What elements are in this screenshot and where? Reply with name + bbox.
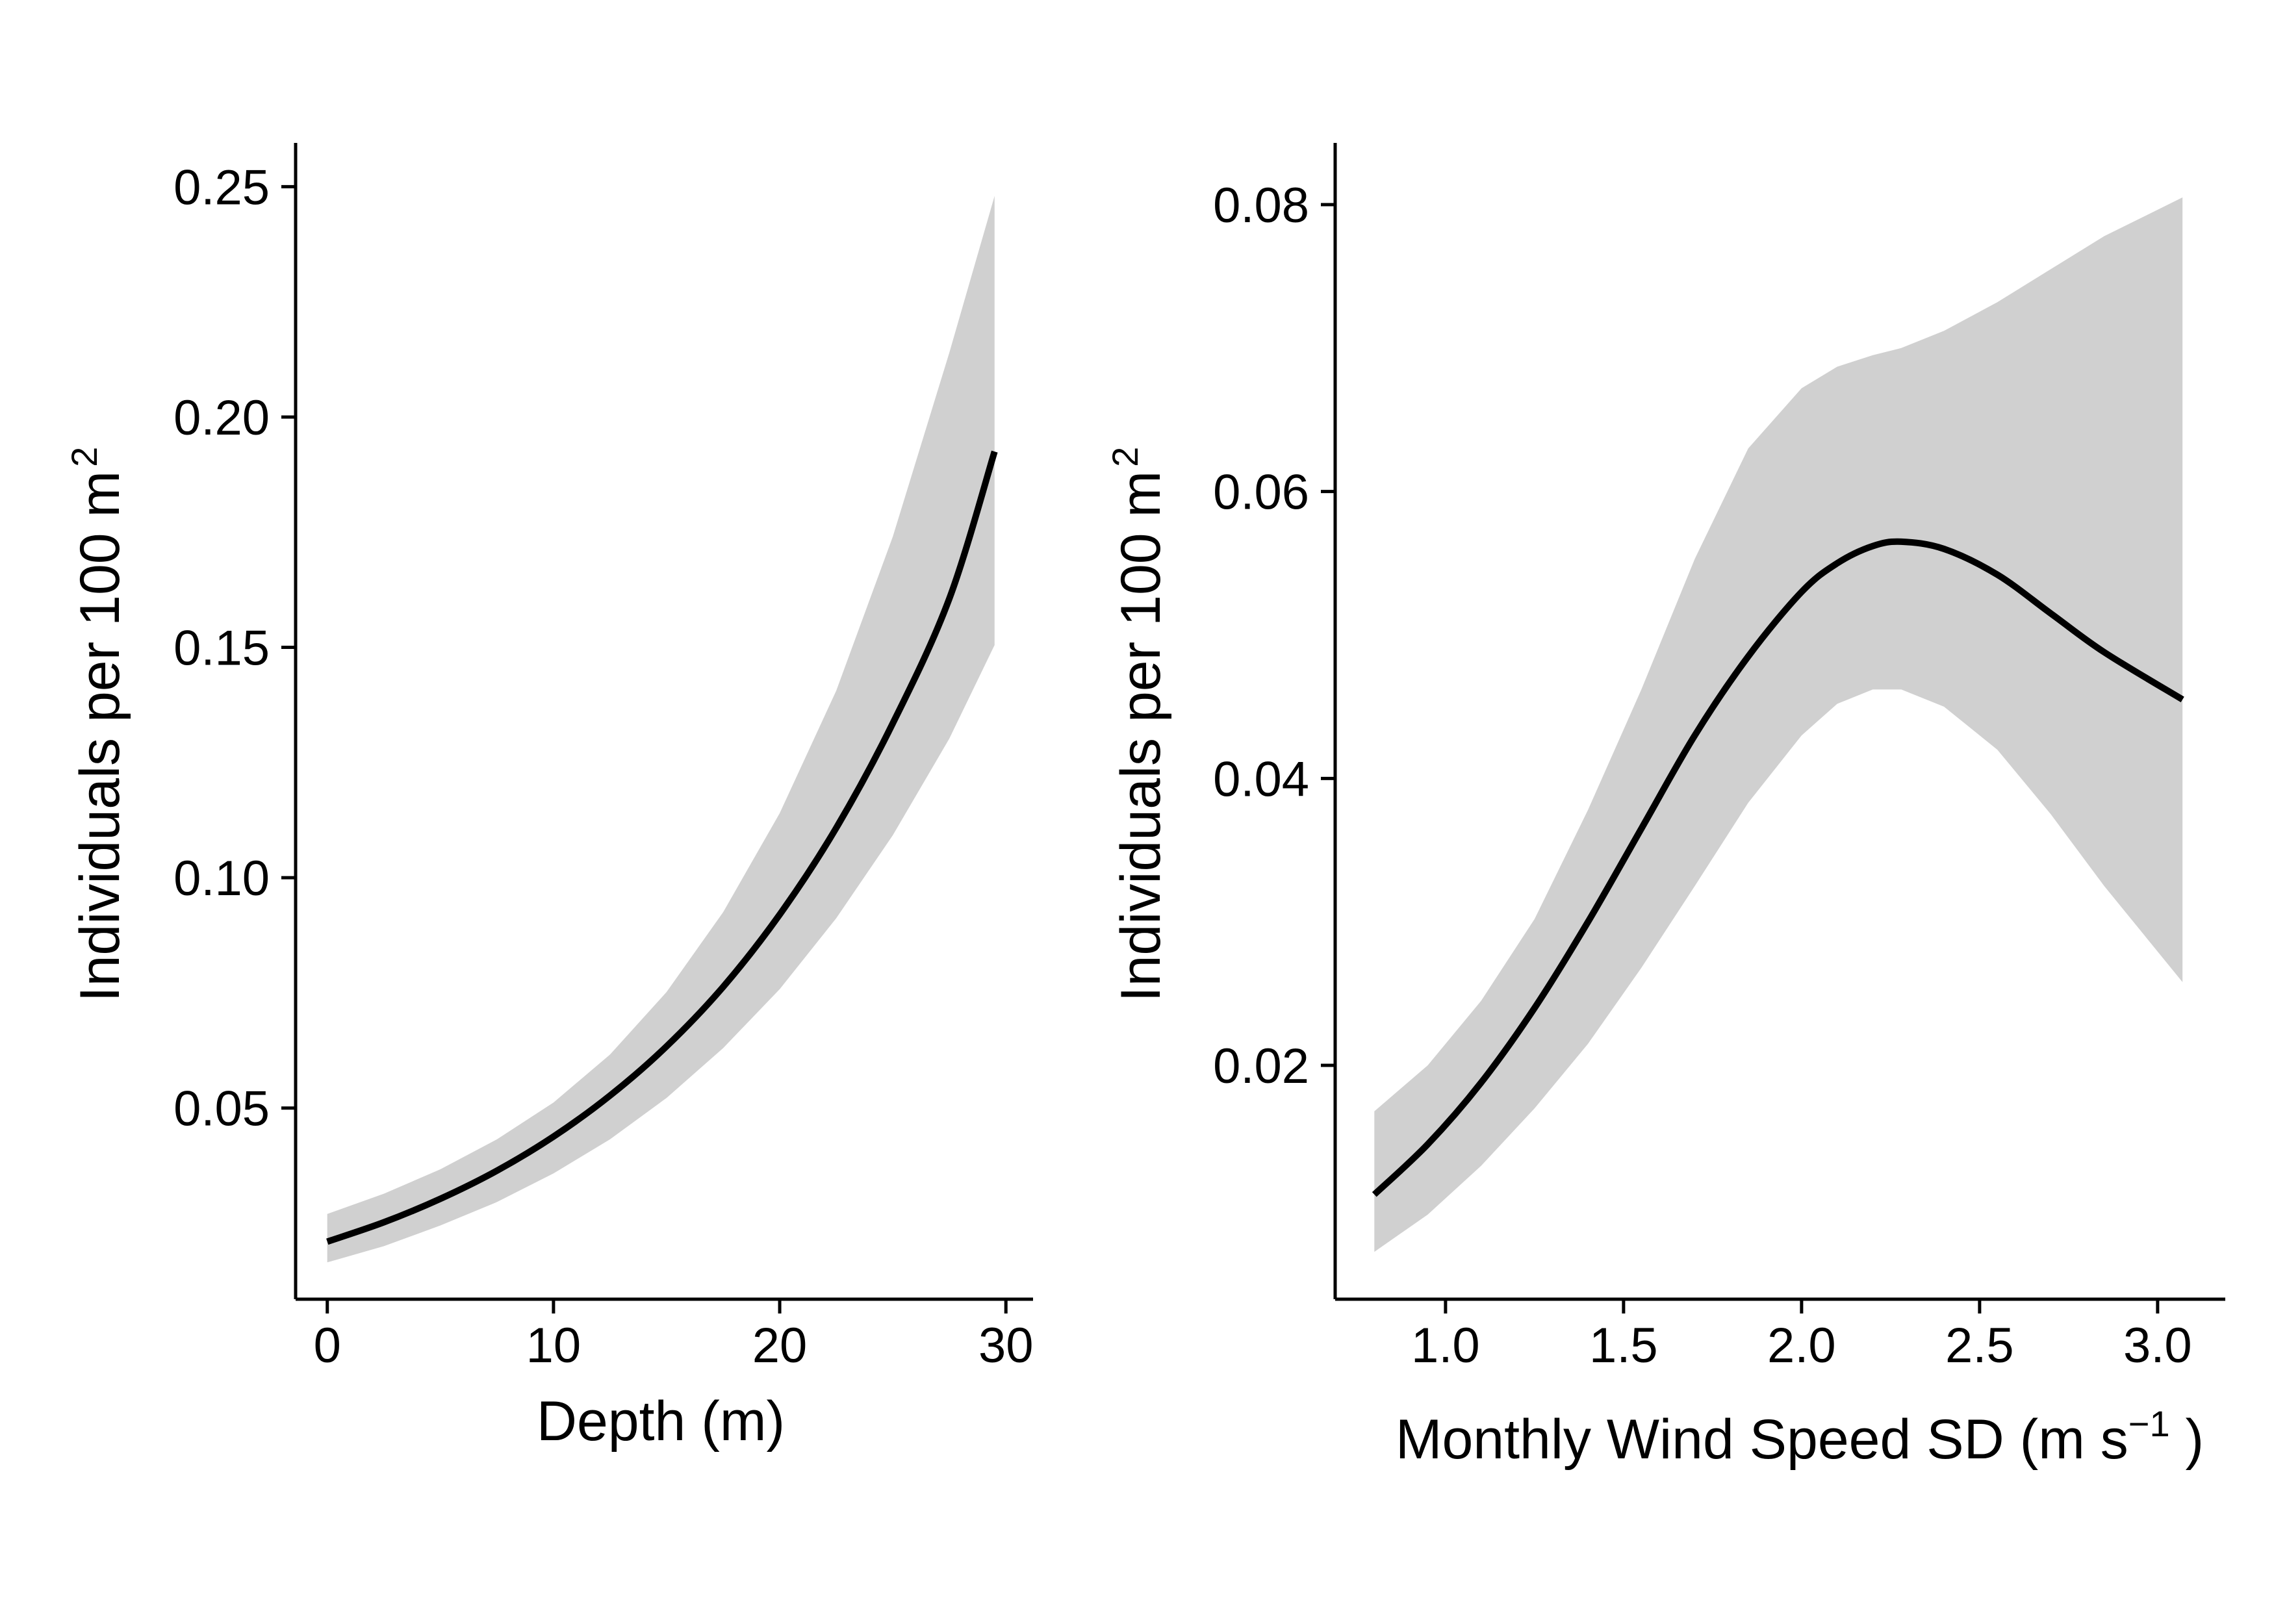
x-tick-label: 2.0	[1767, 1318, 1836, 1373]
y-axis-title-text: Individuals per 100 m	[1110, 471, 1172, 1002]
y-tick-label: 0.05	[173, 1082, 270, 1137]
fit-line	[326, 450, 998, 1245]
y-axis-title: Individuals per 100 m 2	[64, 447, 131, 1002]
x-axis: 0 10 20 30	[296, 1297, 1034, 1373]
x-axis-title-text: Monthly Wind Speed SD (m s	[1396, 1408, 2128, 1471]
y-tick-label: 0.15	[173, 621, 270, 676]
confidence-band	[327, 196, 995, 1263]
x-axis: 1.0 1.5 2.0 2.5 3.0	[1335, 1297, 2225, 1373]
y-tick-label: 0.06	[1213, 465, 1309, 520]
x-tick-label: 1.5	[1589, 1318, 1658, 1373]
x-tick-label: 1.0	[1411, 1318, 1480, 1373]
x-axis-title-end: )	[2170, 1408, 2204, 1471]
x-axis-title-sup: −1	[2128, 1403, 2170, 1444]
confidence-band	[1374, 197, 2183, 1252]
y-tick-label: 0.04	[1213, 752, 1309, 807]
x-tick-label: 2.5	[1945, 1318, 2014, 1373]
y-tick-label: 0.20	[173, 390, 270, 446]
y-tick-label: 0.10	[173, 851, 270, 906]
x-tick-label: 20	[752, 1318, 808, 1373]
y-tick-label: 0.08	[1213, 178, 1309, 233]
x-axis-title: Depth (m)	[537, 1390, 785, 1453]
confidence-band-area	[1374, 197, 2183, 1252]
fit-line-path	[326, 450, 998, 1245]
y-axis-title-text: Individuals per 100 m	[69, 471, 131, 1002]
y-tick-label: 0.02	[1213, 1039, 1309, 1094]
y-axis: 0.02 0.04 0.06 0.08	[1213, 143, 1337, 1299]
y-tick-label: 0.25	[173, 160, 270, 215]
panel-depth: 0.05 0.10 0.15 0.20 0.25 0 10 20 30 Depth (m) I…	[64, 143, 1033, 1453]
confidence-band-area	[327, 196, 995, 1263]
panel-wind-speed: 0.02 0.04 0.06 0.08 1.0 1.5 2.0 2.5 3.0 Monthly…	[1105, 143, 2225, 1471]
y-axis-title: Individuals per 100 m 2	[1105, 447, 1172, 1002]
y-axis-title-sup: 2	[1105, 447, 1145, 467]
fit-line	[1372, 538, 2184, 1197]
x-tick-label: 0	[314, 1318, 341, 1373]
x-tick-label: 3.0	[2123, 1318, 2192, 1373]
y-axis-title-sup: 2	[64, 447, 105, 467]
y-axis: 0.05 0.10 0.15 0.20 0.25	[173, 143, 298, 1299]
x-tick-label: 10	[526, 1318, 581, 1373]
x-axis-title: Monthly Wind Speed SD (m s−1 )	[1396, 1403, 2204, 1471]
x-tick-label: 30	[978, 1318, 1034, 1373]
fit-line-path	[1372, 538, 2184, 1197]
